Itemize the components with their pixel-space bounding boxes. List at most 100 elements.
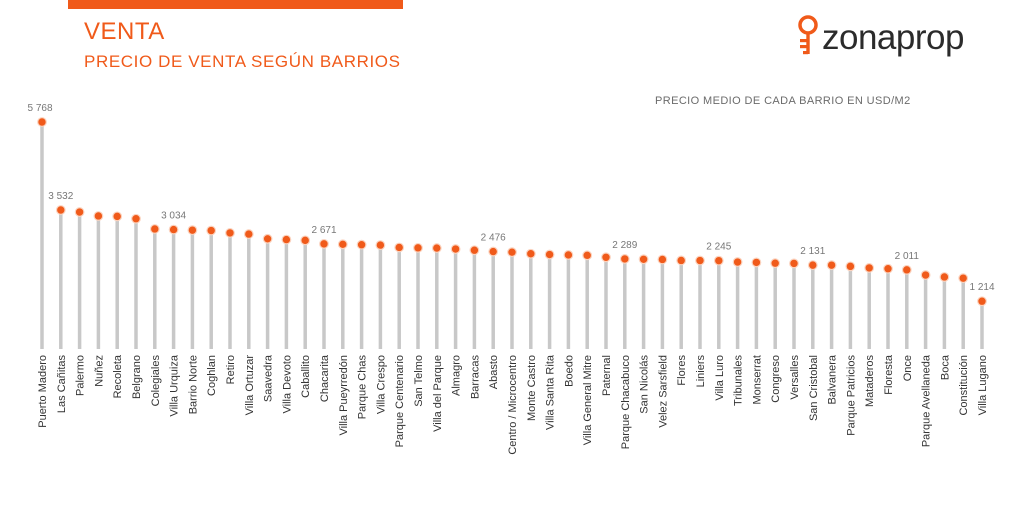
category-label: Recoleta [112,354,124,398]
data-point [732,257,743,267]
category-label: Paternal [601,355,613,396]
data-point [168,224,179,235]
data-point [413,242,423,253]
category-label: Parque Centenario [394,355,406,447]
data-point [676,255,687,266]
data-point [431,243,442,253]
category-label: Puerto Madero [37,355,49,428]
category-label: Villa Crespo [375,355,387,414]
data-point [394,242,405,253]
data-point [112,211,123,222]
category-label: Las Cañitas [56,355,68,414]
category-label: Congreso [770,355,782,403]
data-point [638,254,649,265]
category-label: Retiro [225,355,237,384]
data-point [149,224,160,234]
data-point [826,260,837,271]
data-point [958,273,969,284]
data-point [619,254,630,264]
data-point [187,225,198,236]
category-label: Liniers [695,355,707,388]
category-label: Monserrat [751,355,763,405]
data-point [281,234,292,245]
category-label: Villa General Mitre [582,355,594,445]
data-label: 2 011 [895,251,920,262]
data-point [770,258,781,269]
data-point [544,249,555,260]
category-label: Centro / Microcentro [507,355,519,455]
category-label: Constitución [958,355,970,416]
data-point [206,225,217,236]
category-label: Boedo [563,355,575,387]
category-label: San Telmo [413,355,425,407]
data-point [789,258,799,269]
category-label: Villa Urquiza [169,354,181,416]
data-point [920,270,931,280]
data-point [751,257,762,268]
category-label: San Nicolás [639,355,651,414]
category-label: Caballito [300,355,312,398]
logo-key-icon [798,15,818,55]
category-label: Parque Avellaneda [921,354,933,447]
data-point [695,255,705,266]
category-label: Villa Devoto [281,355,293,414]
data-label: 2 289 [612,240,637,251]
category-label: Coghlan [206,355,218,396]
category-label: Barrio Norte [187,355,199,414]
category-label: Floresta [883,354,895,395]
data-point [901,264,912,275]
category-label: Parque Chas [357,355,369,420]
category-label: Chacarita [319,354,331,402]
category-label: San Cristobal [808,355,820,421]
category-label: Once [902,355,914,381]
category-label: Villa Lugano [977,355,989,415]
data-label: 2 245 [706,242,731,253]
data-point [262,233,273,244]
category-label: Almagro [451,355,463,396]
data-point [507,247,517,258]
page-title: VENTA [84,18,165,45]
category-label: Belgrano [131,355,143,399]
data-point [375,240,386,251]
logo-text: zonaprop [822,18,964,57]
data-point [74,207,85,217]
category-label: Villa del Parque [432,355,444,432]
data-point [469,245,480,256]
category-label: Barracas [469,355,481,400]
data-point [337,239,348,250]
data-point [93,211,104,221]
data-point [582,250,593,261]
category-label: Balvanera [827,354,839,404]
data-point [939,272,950,282]
category-label: Abasto [488,355,500,389]
data-point [845,261,856,272]
data-label: 3 034 [161,211,186,222]
chart-title: PRECIO MEDIO DE CADA BARRIO EN USD/M2 [655,95,911,107]
category-label: Villa Ortuzar [244,355,256,416]
data-label: 2 131 [800,246,825,257]
category-label: Saavedra [263,354,275,402]
zonaprop-logo: zonaprop [796,14,986,60]
category-label: Palermo [75,355,87,396]
category-label: Monte Castro [526,355,538,421]
category-label: Colegiales [150,355,162,407]
data-point [319,238,329,249]
data-point [243,229,254,239]
data-point [807,260,818,271]
category-label: Boca [939,354,951,380]
category-label: Velez Sarsfield [657,355,669,428]
data-point [450,244,461,254]
data-point [131,213,141,224]
data-point [657,254,668,265]
category-label: Nuñez [93,355,105,387]
data-label: 2 476 [481,233,506,244]
data-point [864,263,875,273]
data-label: 1 214 [969,282,994,293]
category-label: Mataderos [864,355,876,407]
category-label: Tribunales [733,355,745,406]
category-label: Flores [676,355,688,386]
data-point [563,250,574,260]
data-point [488,246,499,257]
top-accent-bar [68,0,403,9]
